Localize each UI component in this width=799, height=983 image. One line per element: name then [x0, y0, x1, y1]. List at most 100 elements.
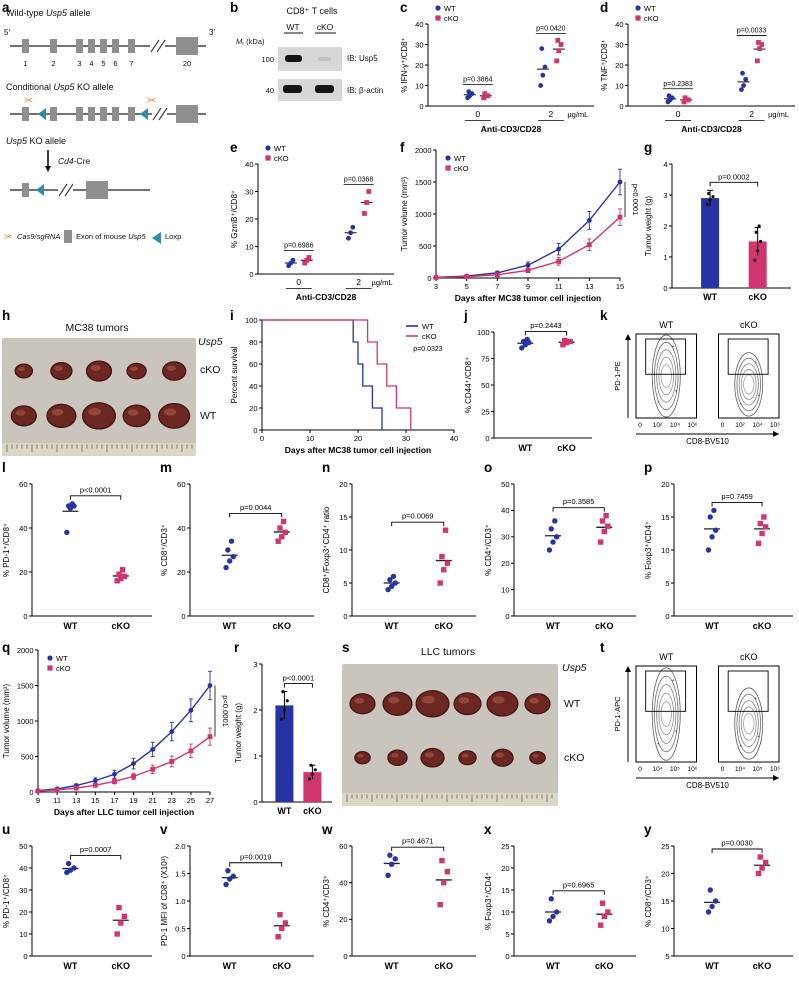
svg-text:p=0.0044: p=0.0044 [240, 503, 272, 512]
svg-text:3: 3 [253, 660, 257, 669]
panel-q-label: q [2, 640, 11, 655]
svg-text:0: 0 [676, 109, 681, 119]
svg-text:10⁵: 10⁵ [753, 766, 763, 773]
svg-text:0.5: 0.5 [175, 924, 185, 933]
svg-text:7: 7 [495, 282, 499, 291]
svg-text:WT: WT [644, 4, 656, 13]
svg-text:% PD-1⁺/CD8⁺: % PD-1⁺/CD8⁺ [2, 874, 11, 928]
exon-number: 5 [101, 59, 105, 68]
svg-text:20: 20 [339, 915, 347, 924]
svg-text:p=0.0033: p=0.0033 [737, 27, 766, 34]
panel-h-label: h [2, 308, 11, 323]
svg-text:100: 100 [245, 316, 258, 325]
exon-number: 6 [113, 59, 117, 68]
svg-text:cKO: cKO [112, 961, 131, 971]
panel-q-chart: 0 500 1000 1500 2000 Tumor volume (mm³) 9 11 13 1… [0, 640, 232, 822]
svg-text:25: 25 [481, 407, 489, 416]
svg-text:p<0.0001: p<0.0001 [221, 695, 230, 727]
chart-svg: 0 20 40 60 % CD8⁺/CD3⁺ WT cKO p=0.0044 [160, 480, 314, 631]
panel-d-chart: 0 10 20 30 40 % TNF⁺/CD8⁺ p=0.2383 p=0.0033 0 2 µg… [598, 0, 799, 140]
svg-text:p<0.0001: p<0.0001 [283, 674, 315, 683]
panel-k-flow: WT cKO 0 10² 10⁴ 10⁶ 0 10² 10⁴ 10⁶ PD-1-PE CD8-BV51… [598, 308, 799, 460]
chart-svg: 0 20 40 60 % CD4⁺/CD3⁺ WT cKO p=0.4671 [322, 837, 476, 971]
svg-text:500: 500 [419, 242, 432, 251]
panel-n: n 0 5 10 15 20 CD8⁺/Foxp3⁺CD4⁺ ratio WT cKO p=0.… [320, 460, 482, 638]
svg-text:cKO: cKO [56, 664, 71, 673]
svg-text:0: 0 [419, 102, 423, 111]
panel-i-chart: 0 20 40 60 80 100 Percent survival 0 10 20 30 40 Day… [228, 308, 462, 460]
svg-text:0: 0 [260, 434, 264, 443]
panel-j: j 0 25 50 75 100 % CD44⁺/CD8⁺ WT cKO p=0.2443 [462, 308, 598, 460]
svg-text:CD8-BV510: CD8-BV510 [686, 781, 729, 790]
legend-exon: Exon of mouse Usp5 [76, 232, 146, 241]
panel-d-label: d [600, 0, 609, 15]
panel-p-chart: 0 5 10 15 20 % Foxp3⁺/CD4⁺ WT cKO p=0.7459 [642, 460, 799, 638]
svg-text:10²: 10² [653, 422, 663, 429]
panel-n-chart: 0 5 10 15 20 CD8⁺/Foxp3⁺CD4⁺ ratio WT cKO p=0.00… [320, 460, 482, 638]
svg-text:Tumor weight (g): Tumor weight (g) [644, 196, 653, 257]
svg-text:cKO: cKO [112, 621, 131, 631]
usp5-gene-label: Usp5 [562, 662, 587, 674]
svg-text:3: 3 [663, 191, 667, 200]
panel-s-photo [342, 664, 558, 806]
exon-number: 7 [129, 59, 133, 68]
svg-text:cKO: cKO [444, 14, 459, 23]
svg-text:cKO: cKO [435, 621, 454, 631]
svg-text:2: 2 [548, 109, 553, 119]
panel-r: r 0 1 2 3 Tumor weight (g) WT cKO p<0.0001 [232, 640, 340, 822]
svg-text:cKO: cKO [644, 14, 659, 23]
western-blot: CD8⁺ T cells WT cKO Mr (kDa) 100 IB: Usp… [236, 6, 383, 101]
panel-s: s LLC tumors Usp5 WT cKO [340, 640, 598, 822]
panel-h: h MC38 tumors Usp5 cKO WT [0, 308, 228, 460]
wildtype-allele-title: Wild-type Usp5 allele [6, 8, 91, 18]
panel-k: k WT cKO 0 10² 10⁴ 10⁶ 0 10² 10⁴ 10⁶ PD-1-PE CD8-BV… [598, 308, 799, 460]
svg-text:cKO: cKO [753, 621, 772, 631]
svg-text:15: 15 [339, 513, 347, 522]
panel-r-label: r [234, 640, 240, 655]
usp5-gene-label: Usp5 [198, 336, 223, 348]
svg-text:10⁶: 10⁶ [770, 766, 780, 773]
chart-svg: 0 10 20 30 40 % IFN-γ⁺/CD8⁺ p=0.3864 p=0.0420 0 2… [400, 4, 594, 134]
svg-text:40: 40 [450, 434, 458, 443]
svg-text:1: 1 [253, 752, 257, 761]
svg-text:0: 0 [253, 798, 257, 807]
chart-svg: 0 500 1000 1500 2000 Tumor volume (mm³) 3 5 7 9 11… [400, 146, 640, 303]
svg-text:Tumor volume (mm³): Tumor volume (mm³) [2, 683, 11, 758]
panel-f: f 0 500 1000 1500 2000 Tumor volume (mm³) 3 5 7 9… [398, 140, 642, 308]
gene-diagram: Wild-type Usp5 allele 5' 3' 1 2 3 4 5 6 … [4, 8, 215, 244]
svg-text:PD-1 MFI of CD8⁺ (X10³): PD-1 MFI of CD8⁺ (X10³) [160, 856, 169, 946]
svg-text:11: 11 [53, 796, 61, 805]
panel-u-label: u [2, 822, 11, 837]
mw-marker-40: 40 [266, 86, 274, 95]
svg-text:60: 60 [249, 360, 257, 369]
panel-d: d 0 10 20 30 40 % TNF⁺/CD8⁺ p=0.2383 p=0.0033 0 2… [598, 0, 799, 140]
svg-text:5: 5 [665, 579, 669, 588]
panel-c-label: c [400, 0, 408, 15]
svg-text:0: 0 [663, 284, 667, 293]
legend-loxp-triangle [152, 232, 161, 244]
svg-text:20: 20 [19, 568, 27, 577]
svg-text:0: 0 [29, 788, 33, 797]
chart-svg: 0 10 20 30 40 50 % PD-1⁺/CD8⁺ WT cKO p=0.0007 [2, 842, 152, 971]
svg-text:20: 20 [501, 864, 509, 873]
svg-text:0: 0 [475, 109, 480, 119]
svg-text:2: 2 [749, 109, 754, 119]
svg-text:10⁴: 10⁴ [752, 422, 762, 429]
panel-m-chart: 0 20 40 60 % CD8⁺/CD3⁺ WT cKO p=0.0044 [158, 460, 320, 638]
svg-text:5: 5 [505, 930, 509, 939]
svg-text:% CD8⁺/CD3⁺: % CD8⁺/CD3⁺ [160, 524, 169, 576]
svg-text:1: 1 [663, 253, 667, 262]
svg-text:WT: WT [277, 806, 291, 816]
svg-text:10⁶: 10⁶ [770, 422, 780, 429]
svg-text:0: 0 [249, 270, 253, 279]
legend-cas9: Cas9/sgRNA [17, 232, 60, 241]
svg-text:cKO: cKO [422, 332, 437, 341]
panel-l-label: l [2, 460, 6, 475]
svg-text:cKO: cKO [595, 621, 614, 631]
row-label-wt: WT [564, 698, 581, 710]
svg-text:20: 20 [615, 61, 623, 70]
chart-svg: 0 500 1000 1500 2000 Tumor volume (mm³) 9 11 13 1… [2, 646, 230, 817]
svg-text:40: 40 [339, 878, 347, 887]
svg-text:13: 13 [72, 796, 80, 805]
svg-text:% CD44⁺/CD8⁺: % CD44⁺/CD8⁺ [464, 357, 473, 413]
